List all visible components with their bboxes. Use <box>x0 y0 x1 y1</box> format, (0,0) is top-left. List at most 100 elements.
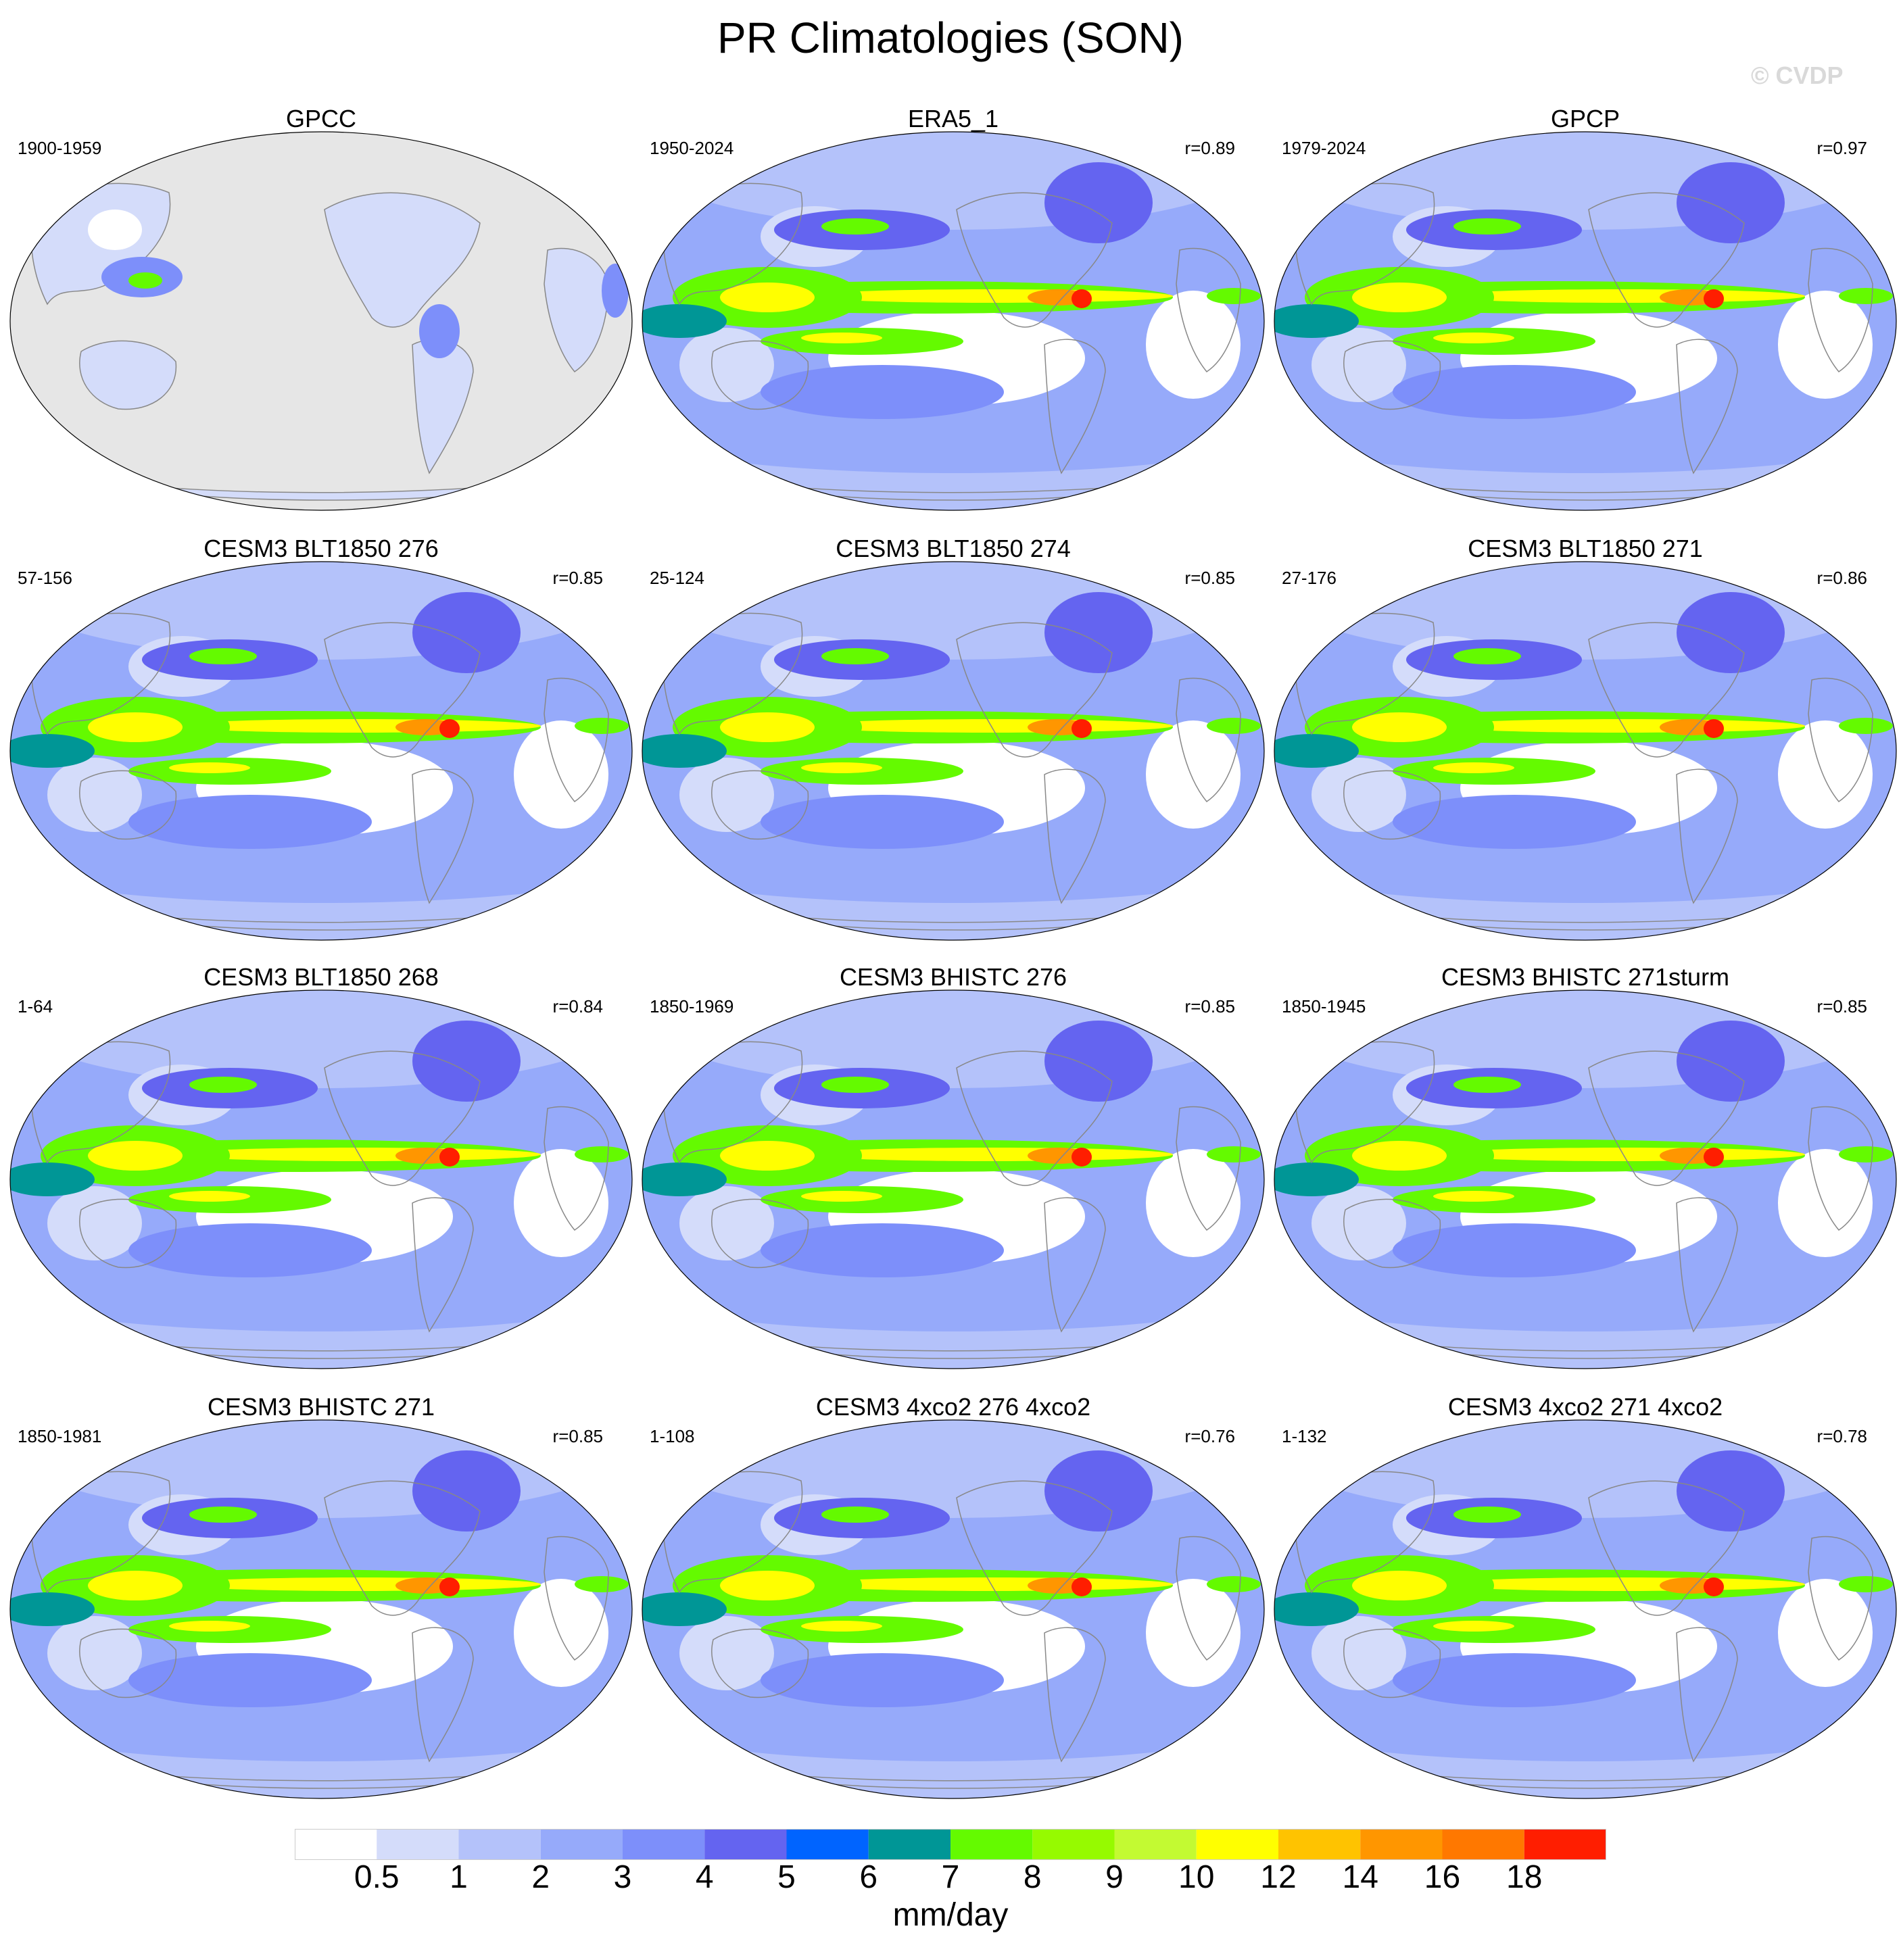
southern-storm-track <box>642 1680 1264 1761</box>
itcz-core <box>1704 719 1724 738</box>
north-atlantic-storm-track <box>1677 1021 1785 1102</box>
itcz-core <box>1072 289 1092 308</box>
itcz-band <box>808 719 1173 733</box>
itcz-band <box>1440 1577 1805 1591</box>
colorbar-swatch <box>1360 1829 1443 1860</box>
subtropical-dry-zone <box>1778 720 1873 829</box>
continent-outline <box>956 192 1113 328</box>
atlantic-itcz <box>1839 288 1893 304</box>
panel-correlation: r=0.78 <box>1816 1426 1867 1446</box>
south-pacific-band <box>1393 1653 1636 1707</box>
colorbar-swatch <box>540 1829 623 1860</box>
map-projection <box>9 561 633 941</box>
spcz <box>169 1191 250 1202</box>
continent-outline <box>1343 340 1441 410</box>
continent-outline <box>1808 1536 1873 1661</box>
map-projection <box>642 1419 1265 1799</box>
north-atlantic-storm-track <box>1677 592 1785 673</box>
atlantic-itcz <box>575 1576 629 1592</box>
continent-outline <box>1295 612 1435 735</box>
continent-outline <box>1176 1106 1241 1231</box>
map-panel: CESM3 4xco2 271 4xco2 1-132 r=0.78 <box>1271 1390 1900 1809</box>
panel-title: CESM3 BLT1850 271 <box>1468 535 1703 562</box>
colorbar-tick-label: 8 <box>1023 1859 1042 1895</box>
indian-ocean <box>10 734 95 768</box>
continent-outline <box>1295 1471 1435 1594</box>
maritime-continent <box>88 1571 183 1600</box>
colorbar-swatch <box>1196 1829 1278 1860</box>
subtropical-dry-zone <box>1312 1186 1406 1260</box>
spcz <box>1433 762 1514 773</box>
southern-storm-track <box>10 1250 632 1331</box>
colorbar-swatch <box>950 1829 1033 1860</box>
panel-title: GPCC <box>285 105 356 132</box>
panel-correlation: r=0.85 <box>1184 568 1235 588</box>
spcz <box>169 762 250 773</box>
subtropical-dry-zone <box>1312 328 1406 402</box>
north-pacific-storm-track <box>821 648 889 664</box>
south-pacific-band <box>1393 365 1636 419</box>
continent-outline <box>544 1536 609 1661</box>
subtropical-dry-zone <box>47 1186 142 1260</box>
continent-outline <box>79 340 177 410</box>
panel-title: ERA5_1 <box>907 105 999 132</box>
indian-ocean <box>642 734 727 768</box>
continent-outline <box>1588 622 1745 758</box>
continent-outline <box>1044 1627 1106 1763</box>
maritime-continent <box>1352 1141 1447 1171</box>
southern-storm-track <box>1274 822 1896 903</box>
map-projection <box>1274 561 1897 941</box>
continent-outline <box>1044 1197 1106 1333</box>
subtropical-dry-zone <box>1312 1616 1406 1690</box>
north-pacific-storm-track <box>1453 218 1521 235</box>
continent-outline <box>1343 770 1441 840</box>
panel-years: 1-108 <box>650 1426 695 1446</box>
continent-outline <box>1295 1041 1435 1164</box>
spcz <box>1433 1621 1514 1632</box>
map-projection <box>1274 131 1897 511</box>
colorbar-tick-label: 3 <box>613 1859 632 1895</box>
indian-ocean <box>642 1592 727 1626</box>
panel-years: 25-124 <box>650 568 704 588</box>
north-pacific-storm-track <box>189 648 257 664</box>
colorbar-swatch <box>786 1829 869 1860</box>
missing-ocean <box>10 132 632 510</box>
indian-ocean <box>10 1592 95 1626</box>
panel-years: 1900-1959 <box>18 138 102 158</box>
wet-region <box>128 272 162 289</box>
north-atlantic-storm-track <box>1677 162 1785 243</box>
map-panel: CESM3 BHISTC 271 1850-1981 r=0.85 <box>7 1390 635 1809</box>
panel-correlation: r=0.85 <box>1816 996 1867 1016</box>
southern-storm-track <box>1274 392 1896 473</box>
south-pacific-band <box>761 1223 1004 1277</box>
map-panel: CESM3 BHISTC 271sturm 1850-1945 r=0.85 <box>1271 960 1900 1379</box>
map-panel: ERA5_1 1950-2024 r=0.89 <box>639 101 1268 520</box>
colorbar-swatch <box>704 1829 787 1860</box>
colorbar-swatch <box>295 1829 377 1860</box>
continent-outline <box>1176 677 1241 802</box>
continent-outline <box>1808 677 1873 802</box>
continent-outline <box>30 1041 171 1164</box>
itcz-band <box>176 1577 541 1591</box>
panel-title: CESM3 4xco2 276 4xco2 <box>815 1393 1091 1421</box>
continent-outline <box>1808 1106 1873 1231</box>
continent-outline <box>544 1106 609 1231</box>
panel-years: 1979-2024 <box>1282 138 1366 158</box>
panel-years: 27-176 <box>1282 568 1337 588</box>
atlantic-itcz <box>1207 1146 1261 1162</box>
panel-title: CESM3 BLT1850 268 <box>203 963 439 991</box>
colorbar-tick-label: 5 <box>777 1859 796 1895</box>
subtropical-dry-zone <box>679 328 774 402</box>
colorbar-tick-label: 4 <box>695 1859 714 1895</box>
continent-outline <box>79 1198 177 1269</box>
maritime-continent <box>720 1141 815 1171</box>
continent-outline <box>1343 1198 1441 1269</box>
map-projection <box>642 989 1265 1369</box>
panel-title: CESM3 BHISTC 271sturm <box>1441 963 1730 991</box>
maritime-continent <box>720 1571 815 1600</box>
colorbar-swatch <box>1114 1829 1197 1860</box>
map-projection <box>642 131 1265 511</box>
map-projection <box>9 1419 633 1799</box>
north-atlantic-storm-track <box>1677 1450 1785 1532</box>
dry-region <box>88 210 142 250</box>
